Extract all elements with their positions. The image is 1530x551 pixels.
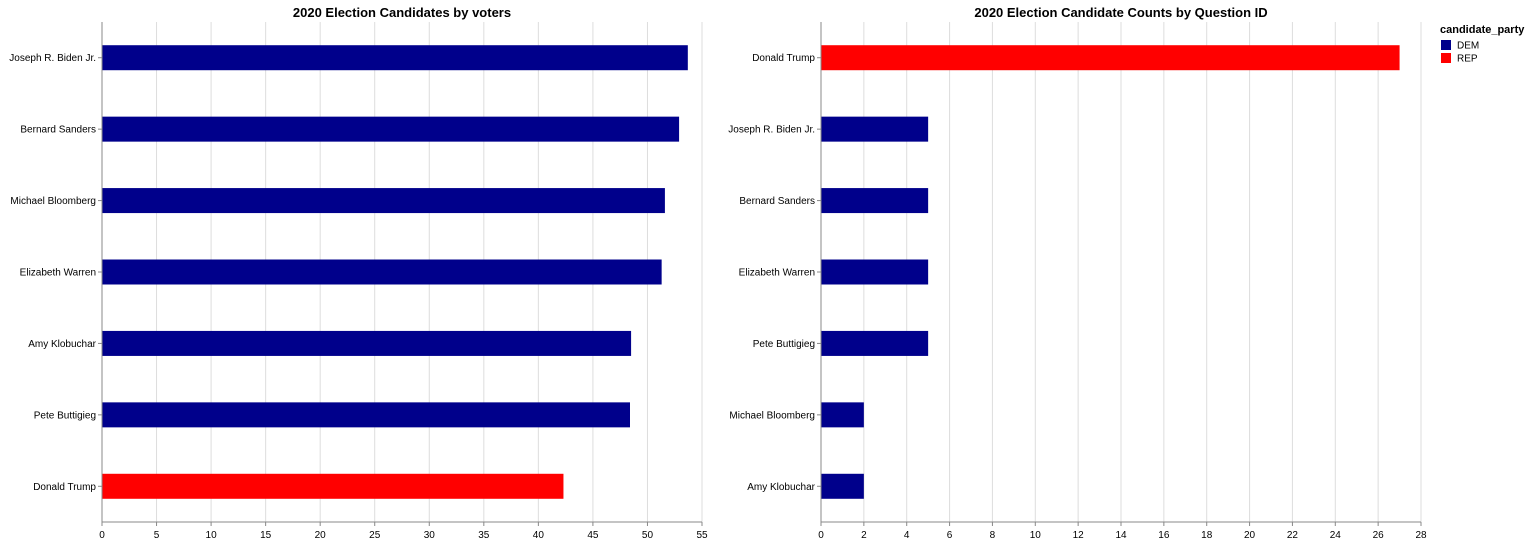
category-label: Joseph R. Biden Jr. (728, 125, 815, 136)
x-tick-label: 6 (947, 530, 953, 541)
category-label: Donald Trump (752, 53, 815, 64)
x-tick-label: 5 (154, 530, 160, 541)
bar (821, 330, 929, 356)
category-label: Amy Klobuchar (747, 482, 815, 493)
x-tick-label: 10 (1030, 530, 1042, 541)
x-tick-label: 20 (1244, 530, 1256, 541)
bar (821, 188, 929, 214)
x-tick-label: 14 (1115, 530, 1127, 541)
bar (102, 188, 665, 214)
legend-title: candidate_party (1440, 24, 1525, 36)
x-tick-label: 4 (904, 530, 910, 541)
category-label: Donald Trump (33, 482, 96, 493)
legend-swatch-rep (1441, 53, 1451, 63)
bar (102, 473, 564, 499)
bar (821, 259, 929, 285)
x-tick-label: 12 (1073, 530, 1085, 541)
x-tick-label: 26 (1373, 530, 1385, 541)
x-tick-label: 16 (1158, 530, 1170, 541)
chart-title: 2020 Election Candidate Counts by Questi… (974, 5, 1267, 20)
x-tick-label: 18 (1201, 530, 1213, 541)
category-label: Pete Buttigieg (753, 339, 815, 350)
category-label: Bernard Sanders (739, 196, 815, 207)
bar (821, 473, 864, 499)
x-tick-label: 8 (990, 530, 996, 541)
bar (821, 116, 929, 142)
bar (102, 45, 688, 71)
category-label: Bernard Sanders (20, 125, 96, 136)
x-tick-label: 35 (478, 530, 490, 541)
x-tick-label: 0 (99, 530, 105, 541)
legend-swatch-dem (1441, 40, 1451, 50)
x-tick-label: 0 (818, 530, 824, 541)
x-tick-label: 20 (315, 530, 327, 541)
category-label: Joseph R. Biden Jr. (9, 53, 96, 64)
category-label: Elizabeth Warren (739, 268, 815, 279)
x-tick-label: 40 (533, 530, 545, 541)
x-tick-label: 10 (206, 530, 218, 541)
x-tick-label: 25 (369, 530, 381, 541)
bar (102, 116, 680, 142)
bar (102, 259, 662, 285)
legend-label-rep: REP (1457, 54, 1478, 65)
bar (102, 402, 630, 428)
bar (821, 45, 1400, 71)
bar (102, 330, 632, 356)
legend-label-dem: DEM (1457, 41, 1479, 52)
chart-candidate-counts-by-question-id: 2020 Election Candidate Counts by Questi… (728, 5, 1427, 541)
x-tick-label: 55 (696, 530, 708, 541)
legend: candidate_party DEM REP (1440, 24, 1525, 65)
x-tick-label: 2 (861, 530, 867, 541)
x-tick-label: 50 (642, 530, 654, 541)
x-tick-label: 30 (424, 530, 436, 541)
category-label: Michael Bloomberg (10, 196, 96, 207)
x-tick-label: 45 (587, 530, 599, 541)
category-label: Michael Bloomberg (729, 410, 815, 421)
x-tick-label: 15 (260, 530, 272, 541)
bar (821, 402, 864, 428)
chart-title: 2020 Election Candidates by voters (293, 5, 511, 20)
x-tick-label: 24 (1330, 530, 1342, 541)
category-label: Amy Klobuchar (28, 339, 96, 350)
category-label: Pete Buttigieg (34, 410, 96, 421)
chart-candidates-by-voters: 2020 Election Candidates by voters Josep… (9, 5, 708, 541)
x-tick-label: 28 (1415, 530, 1427, 541)
category-label: Elizabeth Warren (20, 268, 96, 279)
x-tick-label: 22 (1287, 530, 1299, 541)
